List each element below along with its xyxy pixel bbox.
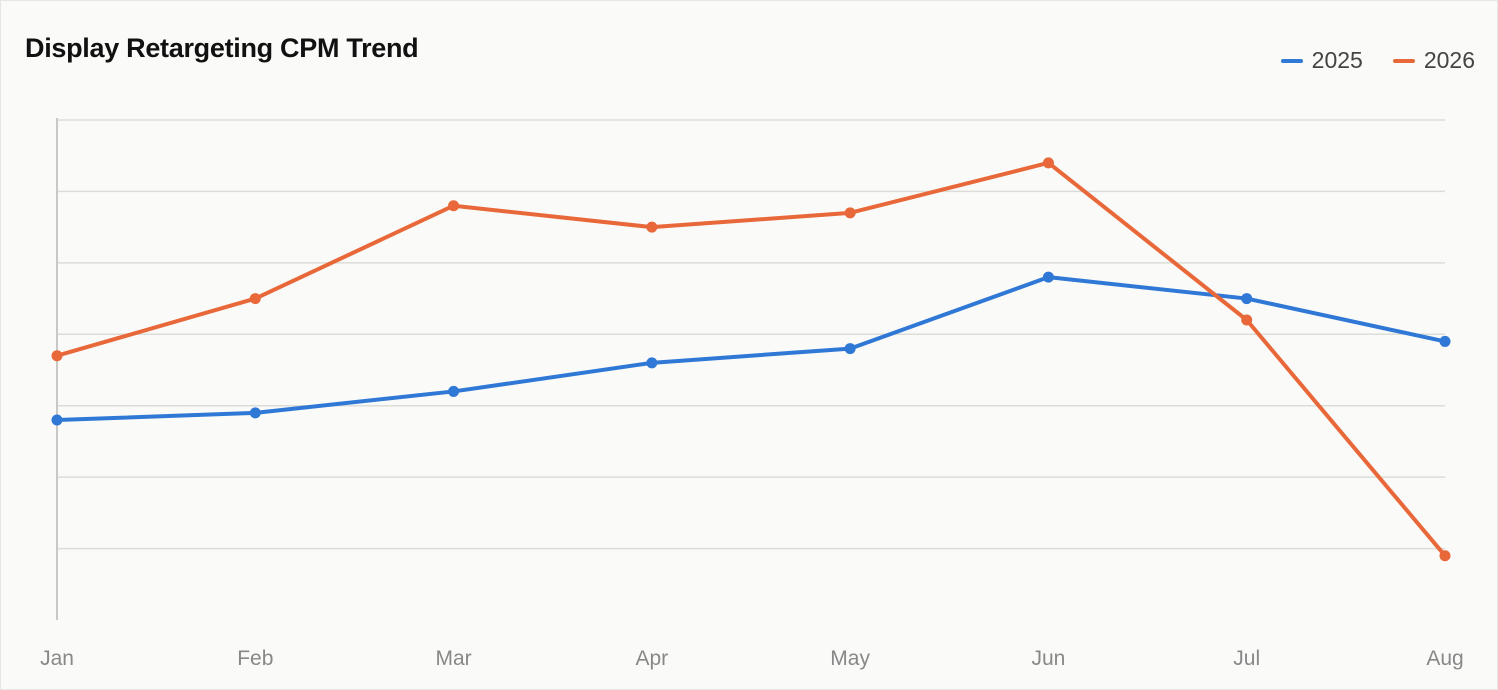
point-2025-jan[interactable] xyxy=(51,414,63,426)
x-tick-label-jan: Jan xyxy=(40,647,74,670)
point-2025-aug[interactable] xyxy=(1439,335,1451,347)
point-2026-aug[interactable] xyxy=(1439,550,1451,562)
point-2026-feb[interactable] xyxy=(249,293,261,305)
point-2026-jul[interactable] xyxy=(1241,314,1253,326)
series-group xyxy=(51,157,1451,562)
point-2026-jan[interactable] xyxy=(51,350,63,362)
x-tick-label-mar: Mar xyxy=(435,647,471,670)
legend-label-2025: 2025 xyxy=(1311,47,1363,73)
x-axis-tick-labels: Jan Feb Mar Apr May Jun Jul Aug xyxy=(40,647,1464,670)
x-tick-label-jul: Jul xyxy=(1233,647,1260,670)
point-2025-feb[interactable] xyxy=(249,407,261,419)
legend-item-2025[interactable]: 2025 xyxy=(1280,47,1363,74)
point-2025-jul[interactable] xyxy=(1241,293,1253,305)
legend-swatch-2025 xyxy=(1280,58,1303,63)
series-line-2025 xyxy=(55,275,1447,422)
x-tick-label-may: May xyxy=(830,647,870,670)
point-2025-may[interactable] xyxy=(844,343,856,355)
series-2026 xyxy=(51,157,1451,562)
point-2025-apr[interactable] xyxy=(646,357,658,369)
legend-item-2026[interactable]: 2026 xyxy=(1392,47,1475,74)
gridlines xyxy=(57,119,1445,550)
series-line-2026 xyxy=(55,160,1447,558)
point-2025-mar[interactable] xyxy=(448,385,460,397)
x-tick-label-jun: Jun xyxy=(1031,647,1065,670)
x-tick-label-feb: Feb xyxy=(237,647,273,670)
point-2025-jun[interactable] xyxy=(1042,271,1054,283)
point-2026-jun[interactable] xyxy=(1042,157,1054,169)
x-tick-label-aug: Aug xyxy=(1426,647,1463,670)
legend-swatch-2026 xyxy=(1392,58,1415,63)
chart-title: Display Retargeting CPM Trend xyxy=(25,33,419,63)
point-2026-mar[interactable] xyxy=(448,200,460,212)
x-tick-label-apr: Apr xyxy=(636,647,669,670)
chart-legend: 2025 2026 xyxy=(1280,47,1475,74)
point-2026-apr[interactable] xyxy=(646,221,658,233)
point-2026-may[interactable] xyxy=(844,207,856,219)
legend-label-2026: 2026 xyxy=(1423,47,1475,73)
